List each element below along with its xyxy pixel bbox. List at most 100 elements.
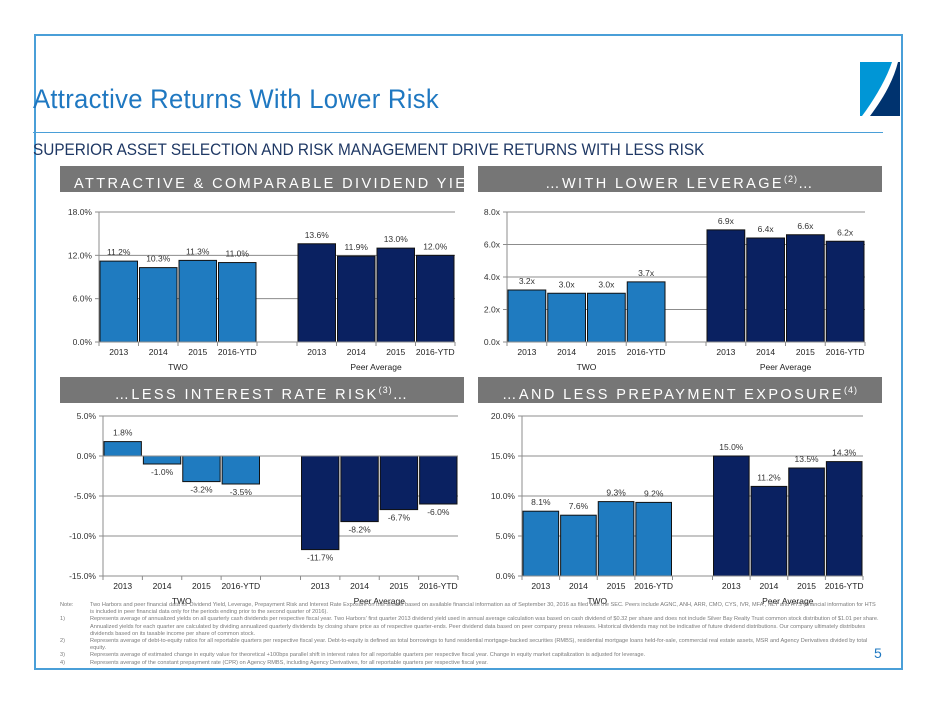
footnote-row: 2) Represents average of debt-to-equity r… bbox=[60, 638, 880, 652]
data-label: 3.2x bbox=[519, 276, 536, 286]
y-tick-label: 0.0% bbox=[73, 337, 93, 347]
data-label: 12.0% bbox=[423, 241, 448, 251]
x-tick-label: 2016-YTD bbox=[218, 347, 257, 357]
data-label: -1.0% bbox=[151, 467, 174, 477]
y-tick-label: 5.0% bbox=[77, 411, 97, 421]
bar bbox=[825, 461, 863, 577]
data-label: 9.3% bbox=[606, 488, 626, 498]
x-tick-label: 2013 bbox=[531, 581, 550, 591]
data-label: -3.5% bbox=[230, 487, 253, 497]
y-tick-label: 20.0% bbox=[491, 411, 516, 421]
slide-frame bbox=[34, 34, 903, 670]
data-label: 6.9x bbox=[718, 216, 735, 226]
y-tick-label: 0.0x bbox=[484, 337, 501, 347]
bar bbox=[103, 441, 142, 457]
footnote-text: Represents average of the constant prepa… bbox=[90, 659, 488, 666]
data-label: -6.7% bbox=[388, 513, 411, 523]
bar bbox=[547, 292, 586, 343]
footnote-row: 1) Represents average of annualized yield… bbox=[60, 616, 880, 638]
bar bbox=[379, 455, 419, 511]
section-header-prepayment-exposure: …AND LESS PREPAYMENT EXPOSURE(4) bbox=[478, 377, 882, 403]
footnote-ref: (2) bbox=[784, 174, 799, 184]
x-tick-label: 2014 bbox=[759, 581, 778, 591]
x-tick-label: 2016-YTD bbox=[419, 581, 458, 591]
footnote-key: 3) bbox=[60, 652, 65, 659]
bar bbox=[706, 229, 746, 343]
y-tick-label: 5.0% bbox=[496, 531, 516, 541]
bar bbox=[178, 259, 217, 343]
x-tick-label: 2013 bbox=[722, 581, 741, 591]
data-label: 3.0x bbox=[559, 279, 576, 289]
x-tick-label: 2015 bbox=[386, 347, 405, 357]
y-tick-label: 2.0x bbox=[484, 305, 501, 315]
footnote-ref: (4) bbox=[843, 385, 858, 395]
x-tick-label: 2016-YTD bbox=[634, 581, 673, 591]
bar bbox=[376, 247, 415, 343]
data-label: 11.2% bbox=[107, 247, 131, 257]
bar bbox=[221, 455, 260, 485]
data-label: 13.0% bbox=[384, 234, 409, 244]
bar bbox=[746, 237, 785, 343]
x-tick-label: 2014 bbox=[153, 581, 172, 591]
bar bbox=[635, 501, 672, 577]
footnote-key: 1) bbox=[60, 616, 65, 623]
data-label: 11.3% bbox=[186, 246, 210, 256]
bar bbox=[99, 260, 138, 343]
bar bbox=[182, 455, 221, 483]
y-tick-label: -10.0% bbox=[69, 531, 96, 541]
x-tick-label: 2013 bbox=[307, 347, 326, 357]
interest-rate-risk-chart: -15.0% -10.0% -5.0% 0.0% 5.0% 1.8% 2013 -1.0% 20… bbox=[69, 411, 459, 606]
data-label: 3.7x bbox=[638, 268, 655, 278]
data-label: 11.0% bbox=[226, 249, 250, 259]
section-suffix: … bbox=[798, 176, 815, 192]
bar bbox=[340, 455, 379, 523]
x-tick-label: 2016-YTD bbox=[826, 347, 865, 357]
group-label: Peer Average bbox=[354, 596, 406, 606]
bar bbox=[301, 455, 340, 551]
data-label: -11.7% bbox=[307, 553, 334, 563]
logo-light-shape bbox=[860, 62, 892, 116]
y-tick-label: 0.0% bbox=[496, 571, 516, 581]
section-header-dividend-yield: ATTRACTIVE & COMPARABLE DIVIDEND YIELD(1… bbox=[60, 166, 504, 192]
footnote-text: Two Harbors and peer financial data for … bbox=[90, 602, 876, 616]
bar bbox=[587, 292, 626, 343]
x-tick-label: 2013 bbox=[109, 347, 128, 357]
footnote-text: Represents average of debt-to-equity rat… bbox=[90, 638, 868, 652]
bar bbox=[597, 501, 635, 577]
title-divider bbox=[33, 132, 883, 133]
bar bbox=[825, 240, 865, 343]
data-label: 9.2% bbox=[644, 488, 664, 498]
data-label: 6.4x bbox=[758, 224, 775, 234]
logo-dark-shape bbox=[870, 62, 900, 116]
bar bbox=[750, 485, 788, 577]
footnote-row: 3) Represents average of estimated change… bbox=[60, 652, 880, 659]
x-tick-label: 2015 bbox=[796, 347, 815, 357]
data-label: 8.1% bbox=[531, 497, 551, 507]
bar bbox=[416, 254, 455, 343]
y-tick-label: 8.0x bbox=[484, 207, 501, 217]
data-label: 15.0% bbox=[719, 442, 744, 452]
y-tick-label: -15.0% bbox=[69, 571, 96, 581]
bar bbox=[218, 262, 257, 343]
section-label: ATTRACTIVE & COMPARABLE DIVIDEND YIELD bbox=[74, 176, 491, 192]
data-label: 11.9% bbox=[345, 242, 369, 252]
data-label: 11.2% bbox=[757, 472, 781, 482]
data-label: -8.2% bbox=[348, 525, 371, 535]
prepayment-exposure-chart: 0.0% 5.0% 10.0% 15.0% 20.0% 8.1% 2013 7.6% 2014 9… bbox=[491, 411, 864, 606]
y-tick-label: 10.0% bbox=[491, 491, 516, 501]
company-logo-icon bbox=[860, 62, 900, 116]
footnote-text: Represents average of estimated change i… bbox=[90, 652, 646, 659]
bar bbox=[139, 267, 178, 343]
x-tick-label: 2014 bbox=[756, 347, 775, 357]
y-tick-label: 18.0% bbox=[68, 207, 93, 217]
bar bbox=[788, 467, 825, 577]
y-tick-label: 6.0x bbox=[484, 240, 501, 250]
section-label: …WITH LOWER LEVERAGE bbox=[545, 176, 785, 192]
footnote-text: Represents average of annualized yields … bbox=[90, 616, 879, 637]
x-tick-label: 2015 bbox=[192, 581, 211, 591]
data-label: 7.6% bbox=[569, 501, 589, 511]
bar bbox=[713, 455, 750, 577]
group-label: Peer Average bbox=[760, 362, 812, 372]
page-subtitle: SUPERIOR ASSET SELECTION AND RISK MANAGE… bbox=[33, 141, 705, 159]
x-tick-label: 2014 bbox=[350, 581, 369, 591]
